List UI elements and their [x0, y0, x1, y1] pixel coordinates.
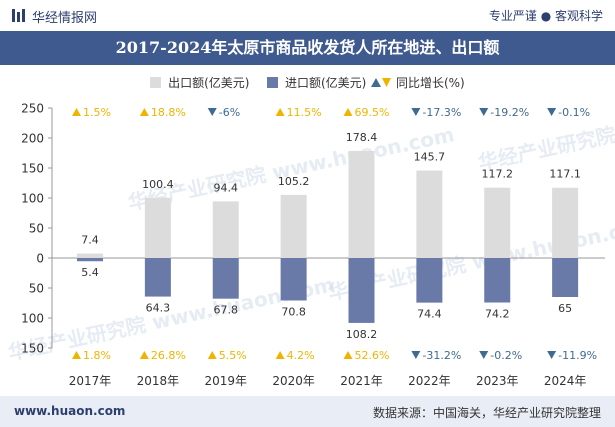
title-bar: 2017-2024年太原市商品收发货人所在地进、出口额 — [0, 31, 615, 65]
y-tick-label: 200 — [21, 132, 44, 146]
y-tick-label: 150 — [21, 162, 44, 176]
footer-bar: www.huaon.com 数据来源：中国海关，华经产业研究院整理 — [0, 396, 615, 427]
import-bar — [280, 258, 307, 301]
import-value-label: 67.8 — [214, 304, 239, 317]
legend-growth-icon — [371, 78, 392, 87]
import-value-label: 74.2 — [485, 308, 510, 321]
import-growth-label: 26.8% — [151, 349, 186, 362]
export-growth-arrow — [207, 108, 217, 116]
export-value-label: 100.4 — [142, 178, 174, 191]
export-growth-arrow — [411, 108, 421, 116]
import-bar — [416, 258, 443, 303]
export-growth-label: -17.3% — [422, 106, 461, 119]
import-growth-label: -31.2% — [422, 349, 461, 362]
x-tick-label: 2024年 — [544, 374, 587, 388]
y-tick-label: 100 — [21, 312, 44, 326]
export-bar — [212, 201, 239, 258]
x-tick-label: 2021年 — [340, 374, 383, 388]
footer-site: www.huaon.com — [14, 404, 126, 418]
export-growth-label: -6% — [219, 106, 240, 119]
export-bar — [77, 253, 103, 258]
legend-import-swatch — [267, 77, 279, 88]
export-bar — [416, 170, 443, 258]
x-tick-label: 2023年 — [476, 374, 519, 388]
export-growth-arrow — [479, 108, 489, 116]
import-value-label: 70.8 — [281, 305, 306, 318]
export-value-label: 117.2 — [482, 168, 514, 181]
legend-export-label: 出口额(亿美元) — [168, 76, 250, 90]
import-growth-arrow — [411, 351, 421, 359]
logo-text: 华经情报网 — [32, 11, 98, 26]
legend-import-label: 进口额(亿美元) — [284, 76, 367, 90]
export-bar — [348, 150, 375, 258]
top-banner: 华经情报网 专业严谨 ● 客观科学 — [0, 0, 615, 30]
tagline: 专业严谨 ● 客观科学 — [488, 9, 603, 23]
export-growth-label: -19.2% — [490, 106, 529, 119]
import-growth-label: -11.9% — [558, 349, 597, 362]
export-value-label: 94.4 — [214, 181, 239, 194]
export-growth-label: 69.5% — [355, 106, 390, 119]
export-bar — [280, 194, 307, 258]
import-growth-arrow — [343, 351, 353, 359]
import-growth-arrow — [72, 351, 81, 359]
export-growth-label: 1.5% — [83, 106, 111, 119]
y-tick-label: 100 — [21, 192, 44, 206]
export-growth-arrow — [343, 108, 353, 116]
x-tick-label: 2017年 — [69, 374, 112, 388]
import-bar — [348, 258, 375, 323]
export-value-label: 117.1 — [549, 168, 581, 181]
x-tick-label: 2019年 — [204, 374, 247, 388]
import-growth-arrow — [275, 351, 285, 359]
y-tick-label: 150 — [21, 342, 44, 356]
import-value-label: 64.3 — [146, 302, 171, 315]
watermark-text: 华经产业研究院 www.huaon.com — [476, 82, 615, 175]
import-value-label: 108.2 — [346, 328, 378, 341]
export-value-label: 7.4 — [81, 234, 99, 247]
import-growth-label: -0.2% — [490, 349, 522, 362]
import-growth-label: 52.6% — [355, 349, 390, 362]
import-growth-label: 4.2% — [287, 349, 315, 362]
y-tick-label: 50 — [29, 282, 44, 296]
x-tick-label: 2020年 — [272, 374, 315, 388]
export-growth-label: 11.5% — [287, 106, 322, 119]
legend-growth-label: 同比增长(%) — [395, 76, 465, 90]
export-value-label: 178.4 — [346, 131, 378, 144]
export-growth-arrow — [139, 108, 149, 116]
import-bar — [144, 258, 171, 297]
import-value-label: 5.4 — [81, 266, 99, 279]
chart-title: 2017-2024年太原市商品收发货人所在地进、出口额 — [115, 38, 500, 57]
y-tick-label: 250 — [21, 102, 44, 116]
x-tick-label: 2018年 — [137, 374, 180, 388]
legend-export-swatch — [150, 77, 162, 88]
import-growth-arrow — [479, 351, 489, 359]
footer-source: 数据来源：中国海关，华经产业研究院整理 — [372, 406, 601, 420]
export-growth-label: 18.8% — [151, 106, 186, 119]
import-bar — [484, 258, 511, 303]
export-bar — [484, 187, 511, 258]
export-growth-arrow — [275, 108, 285, 116]
import-growth-label: 1.8% — [83, 349, 111, 362]
export-growth-arrow — [72, 108, 81, 116]
export-growth-label: -0.1% — [558, 106, 590, 119]
y-tick-label: 0 — [36, 252, 44, 266]
x-tick-label: 2022年 — [408, 374, 451, 388]
export-bar — [552, 187, 579, 258]
y-tick-label: 50 — [29, 222, 44, 236]
export-value-label: 105.2 — [278, 175, 310, 188]
import-bar — [552, 258, 579, 297]
logo-icon — [12, 9, 25, 22]
import-value-label: 65 — [558, 302, 572, 315]
import-value-label: 74.4 — [417, 308, 442, 321]
import-growth-arrow — [547, 351, 557, 359]
export-value-label: 145.7 — [414, 151, 446, 164]
import-growth-arrow — [207, 351, 217, 359]
import-bar — [77, 258, 103, 262]
export-bar — [144, 197, 171, 258]
export-growth-arrow — [547, 108, 557, 116]
chart-legend: 出口额(亿美元) 进口额(亿美元) 同比增长(%) — [0, 74, 615, 94]
import-bar — [212, 258, 239, 299]
import-growth-arrow — [139, 351, 149, 359]
import-growth-label: 5.5% — [219, 349, 247, 362]
